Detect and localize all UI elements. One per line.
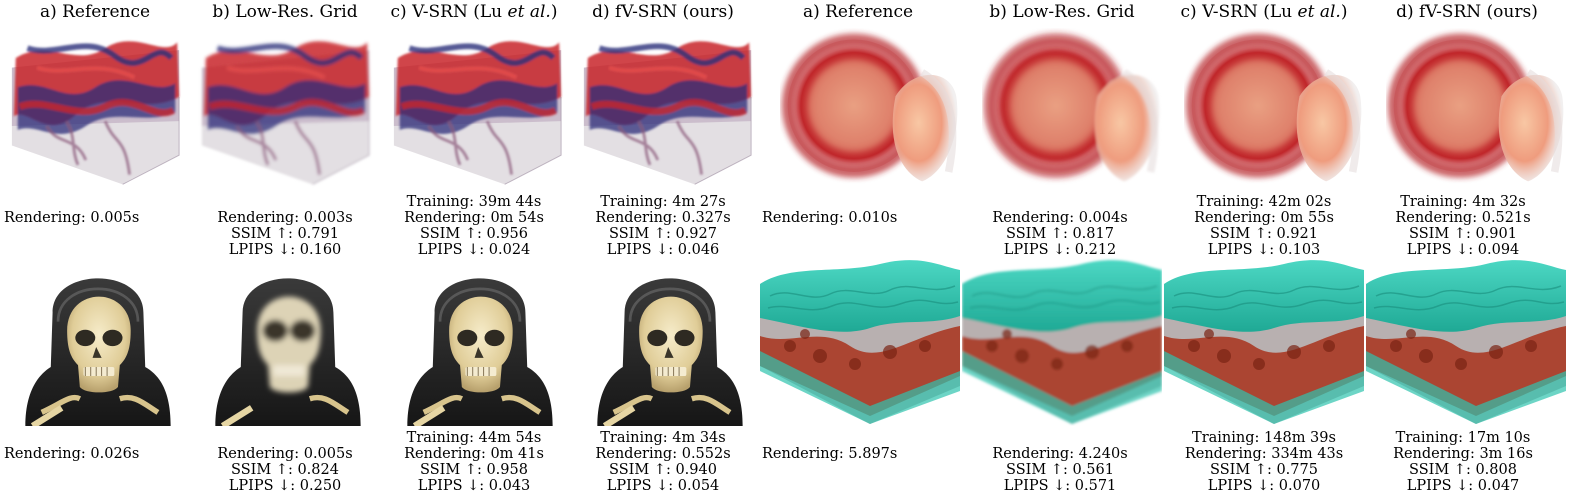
right-col-title-vsrn: c) V-SRN (Lu et al.): [1180, 2, 1348, 22]
left-col-title-vsrn: c) V-SRN (Lu et al.): [390, 2, 558, 22]
stats-sphere-reference: Rendering: 0.010s: [762, 210, 898, 226]
left-col-title-fvsrn: d) fV-SRN (ours): [592, 2, 734, 22]
right-col-title-reference: a) Reference: [802, 2, 914, 22]
render-skull-reference: [18, 258, 178, 426]
render-cloud-reference: [760, 256, 960, 426]
render-flow-lowres: [198, 28, 373, 190]
render-skull-fvsrn: [590, 258, 750, 426]
stats-sphere-vsrn: Training: 42m 02s Rendering: 0m 55s SSIM…: [1194, 194, 1334, 258]
render-sphere-lowres: [982, 28, 1162, 188]
left-col-title-reference: a) Reference: [39, 2, 151, 22]
stats-skull-vsrn: Training: 44m 54s Rendering: 0m 41s SSIM…: [404, 430, 544, 494]
right-col-title-lowres: b) Low-Res. Grid: [989, 2, 1135, 22]
render-sphere-fvsrn: [1386, 28, 1566, 188]
render-sphere-reference: [780, 28, 960, 188]
render-flow-reference: [8, 28, 183, 190]
stats-skull-reference: Rendering: 0.026s: [4, 446, 140, 462]
render-skull-vsrn: [400, 258, 560, 426]
stats-skull-lowres: Rendering: 0.005s SSIM ↑: 0.824 LPIPS ↓:…: [217, 446, 353, 494]
render-flow-vsrn: [390, 28, 565, 190]
render-sphere-vsrn: [1184, 28, 1364, 188]
render-skull-lowres: [208, 258, 368, 426]
stats-cloud-reference: Rendering: 5.897s: [762, 446, 898, 462]
render-cloud-vsrn: [1164, 256, 1364, 426]
left-col-title-lowres: b) Low-Res. Grid: [212, 2, 358, 22]
render-cloud-fvsrn: [1366, 256, 1566, 426]
stats-sphere-lowres: Rendering: 0.004s SSIM ↑: 0.817 LPIPS ↓:…: [992, 210, 1128, 258]
render-cloud-lowres: [962, 256, 1162, 426]
stats-flow-reference: Rendering: 0.005s: [4, 210, 140, 226]
stats-cloud-vsrn: Training: 148m 39s Rendering: 334m 43s S…: [1184, 430, 1344, 494]
stats-flow-lowres: Rendering: 0.003s SSIM ↑: 0.791 LPIPS ↓:…: [217, 210, 353, 258]
stats-skull-fvsrn: Training: 4m 34s Rendering: 0.552s SSIM …: [595, 430, 731, 494]
stats-flow-fvsrn: Training: 4m 27s Rendering: 0.327s SSIM …: [595, 194, 731, 258]
stats-cloud-lowres: Rendering: 4.240s SSIM ↑: 0.561 LPIPS ↓:…: [992, 446, 1128, 494]
stats-cloud-fvsrn: Training: 17m 10s Rendering: 3m 16s SSIM…: [1393, 430, 1533, 494]
render-flow-fvsrn: [580, 28, 755, 190]
stats-sphere-fvsrn: Training: 4m 32s Rendering: 0.521s SSIM …: [1395, 194, 1531, 258]
right-col-title-fvsrn: d) fV-SRN (ours): [1396, 2, 1538, 22]
stats-flow-vsrn: Training: 39m 44s Rendering: 0m 54s SSIM…: [404, 194, 544, 258]
